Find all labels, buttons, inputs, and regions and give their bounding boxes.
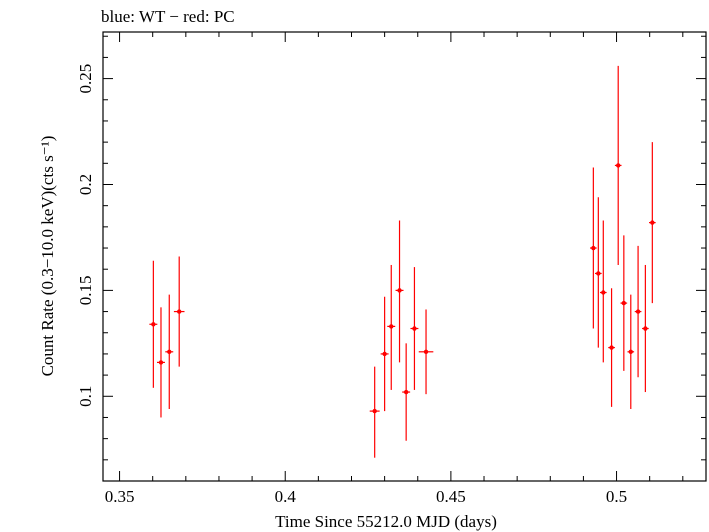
point-marker <box>177 309 182 314</box>
x-tick-label: 0.4 <box>275 487 297 506</box>
data-point <box>649 142 656 304</box>
x-tick-label: 0.45 <box>436 487 466 506</box>
point-marker <box>650 220 655 225</box>
data-point <box>590 167 597 329</box>
data-point <box>402 343 411 441</box>
data-point <box>173 256 185 367</box>
data-point <box>418 309 434 395</box>
point-marker <box>389 324 394 329</box>
data-point <box>608 288 615 407</box>
y-tick-label: 0.15 <box>76 276 95 306</box>
y-axis: 0.1 0.15 0.2 0.25 <box>76 35 706 461</box>
y-tick-label: 0.25 <box>76 64 95 94</box>
y-tick-label: 0.2 <box>76 174 95 195</box>
data-point <box>165 294 174 409</box>
data-point <box>410 267 419 390</box>
data-point <box>634 245 642 378</box>
x-tick-label: 0.35 <box>105 487 135 506</box>
data-point <box>157 307 165 418</box>
point-marker <box>403 389 409 395</box>
point-marker <box>643 326 648 331</box>
data-point <box>599 220 607 363</box>
point-marker <box>158 360 164 365</box>
y-axis-label: Count Rate (0.3−10.0 keV)(cts s⁻¹) <box>38 136 57 377</box>
point-marker <box>601 290 606 295</box>
data-series-pc <box>149 65 656 458</box>
point-marker <box>621 300 627 306</box>
point-marker <box>423 349 429 355</box>
point-marker <box>616 163 621 168</box>
data-point <box>614 65 622 265</box>
point-marker <box>372 408 377 414</box>
point-marker <box>596 271 601 276</box>
data-point <box>387 264 396 390</box>
data-point <box>595 197 602 348</box>
point-marker <box>591 245 596 251</box>
x-tick-label: 0.5 <box>606 487 627 506</box>
y-tick-label: 0.1 <box>76 386 95 407</box>
point-marker <box>167 349 172 355</box>
plot-frame <box>102 31 707 482</box>
point-marker <box>382 351 387 357</box>
x-axis-label: Time Since 55212.0 MJD (days) <box>275 512 497 531</box>
data-point <box>369 366 380 458</box>
data-point <box>620 235 628 371</box>
point-marker <box>397 288 402 293</box>
point-marker <box>609 345 614 350</box>
x-axis: 0.35 0.4 0.45 0.5 <box>105 32 684 506</box>
data-point <box>627 294 635 409</box>
data-point <box>149 260 158 388</box>
data-point <box>380 296 389 412</box>
point-marker <box>151 322 156 327</box>
point-marker <box>628 349 633 355</box>
data-point <box>642 264 649 393</box>
data-point <box>395 220 404 363</box>
chart-title: blue: WT − red: PC <box>101 7 235 26</box>
point-marker <box>635 309 641 314</box>
point-marker <box>412 326 417 331</box>
